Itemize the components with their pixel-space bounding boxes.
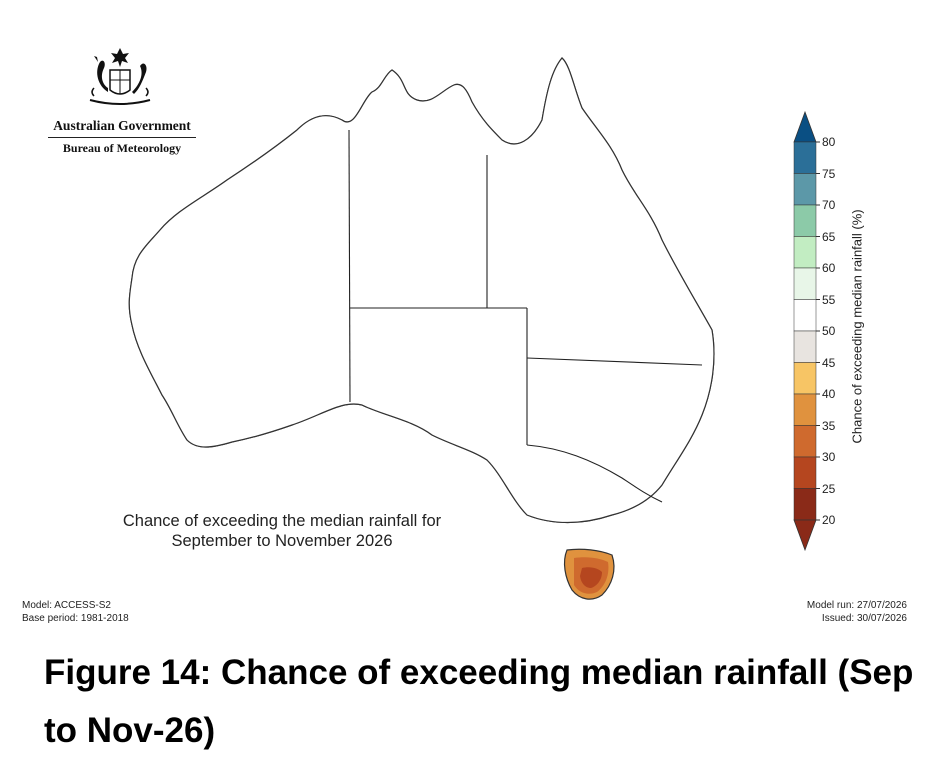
map-title-line-1: Chance of exceeding the median rainfall …	[122, 512, 442, 530]
legend-tick-label: 45	[822, 355, 836, 370]
legend-color-bar	[793, 110, 820, 552]
legend-tick-label: 60	[822, 261, 836, 275]
legend-swatch-45	[793, 330, 817, 363]
legend-swatch-50	[793, 299, 817, 332]
logo-line-1: Australian Government	[53, 118, 191, 133]
legend-swatch-20	[793, 488, 817, 521]
coat-of-arms-icon	[89, 48, 151, 105]
legend-swatch-35	[793, 393, 817, 426]
issued-label: Issued: 30/07/2026	[821, 613, 907, 624]
legend-tick-label: 55	[822, 292, 836, 307]
model-run-label: Model run: 27/07/2026	[806, 600, 907, 611]
legend-tick-label: 30	[822, 450, 836, 464]
logo-line-2: Bureau of Meteorology	[62, 141, 182, 155]
legend-swatch-30	[793, 425, 817, 458]
legend-swatch-80	[793, 110, 817, 143]
legend-tick-label: 35	[822, 418, 836, 433]
legend-swatch-below-20	[793, 519, 817, 552]
australia-map	[89, 48, 820, 600]
legend-swatch-60	[793, 236, 817, 269]
rainfall-outlook-figure: Australian Government Bureau of Meteorol…	[22, 30, 915, 637]
footer-right: Model run: 27/07/2026 Issued: 30/07/2026	[807, 599, 907, 625]
map-title: Chance of exceeding the median rainfall …	[82, 511, 482, 551]
legend-tick-label: 80	[822, 135, 836, 149]
legend-swatch-70	[793, 173, 817, 206]
legend-tick-label: 70	[822, 198, 836, 212]
legend-tick-label: 50	[822, 324, 836, 338]
legend-tick-label: 25	[822, 481, 836, 496]
legend-swatch-25	[793, 456, 817, 489]
legend-tick-label: 40	[822, 387, 836, 401]
legend-tick-label: 20	[822, 513, 836, 527]
legend-tick-label: 75	[822, 166, 836, 181]
legend-swatch-40	[793, 362, 817, 395]
map-title-line-2: September to November 2026	[171, 532, 393, 550]
legend-swatch-65	[793, 204, 817, 237]
state-borders	[348, 129, 703, 503]
legend-swatch-75	[793, 141, 817, 174]
legend-swatch-55	[793, 267, 817, 300]
legend-tick-label: 65	[822, 229, 836, 244]
government-logo: Australian Government Bureau of Meteorol…	[42, 52, 202, 156]
figure-caption: Figure 14: Chance of exceeding median ra…	[44, 653, 914, 750]
logo-divider	[48, 137, 196, 138]
model-label: Model: ACCESS-S2	[22, 600, 111, 611]
footer-left: Model: ACCESS-S2 Base period: 1981-2018	[22, 599, 129, 625]
base-period-label: Base period: 1981-2018	[22, 613, 129, 624]
legend-axis-title: Chance of exceeding median rainfall (%)	[849, 209, 865, 444]
